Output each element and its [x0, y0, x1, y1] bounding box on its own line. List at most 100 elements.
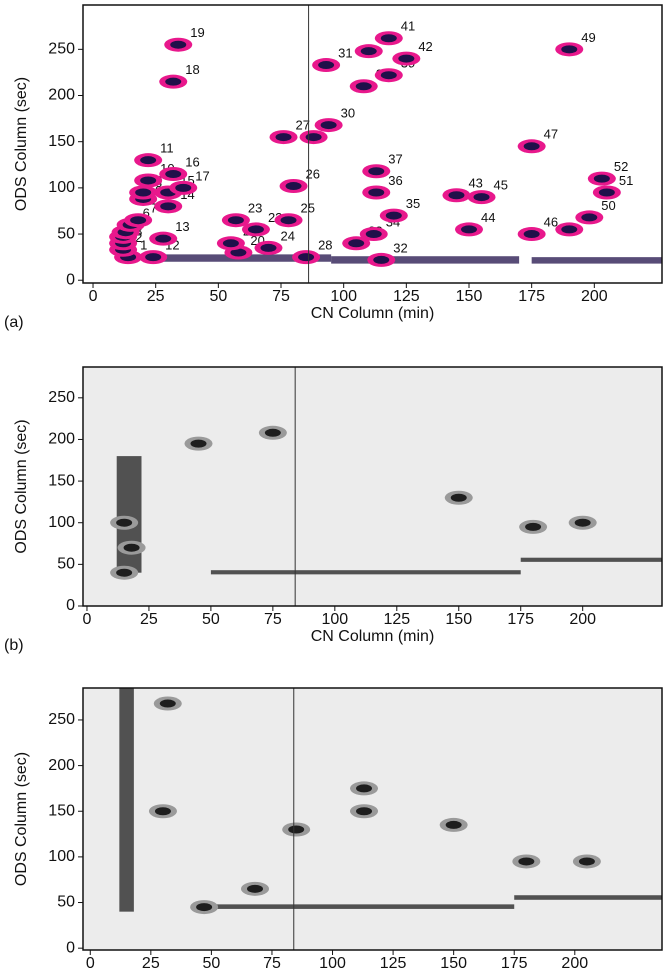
peak-core: [298, 253, 315, 262]
y-tick-label: 0: [66, 597, 75, 614]
peak-core: [356, 807, 373, 816]
peak-core: [305, 133, 322, 142]
peak-label: 8: [155, 179, 162, 194]
peak-core: [593, 174, 610, 183]
peak-label: 31: [338, 45, 352, 60]
x-tick-label: 100: [319, 955, 346, 972]
x-tick-label: 0: [83, 611, 92, 628]
y-tick-label: 150: [48, 133, 75, 150]
region: [514, 895, 662, 900]
peak-core: [578, 857, 595, 866]
peak-core: [275, 133, 292, 142]
x-tick-label: 175: [501, 955, 528, 972]
peak-core: [247, 225, 264, 234]
region: [531, 257, 662, 264]
peak-label: 32: [393, 240, 407, 255]
peak-core: [285, 182, 302, 191]
peak-core: [170, 40, 187, 49]
peak-label: 46: [544, 214, 558, 229]
peak-core: [196, 903, 213, 912]
peak-label: 30: [341, 106, 355, 121]
peak-core: [230, 248, 247, 257]
peak-core: [154, 807, 171, 816]
region: [119, 688, 134, 912]
peak-core: [320, 121, 337, 130]
peak-core: [561, 225, 578, 234]
peak-core: [368, 167, 385, 176]
x-tick-label: 0: [86, 955, 95, 972]
peak-label: 51: [619, 173, 633, 188]
peak-label: 43: [468, 176, 482, 191]
x-tick-label: 75: [263, 955, 281, 972]
x-tick-label: 175: [507, 611, 534, 628]
peak-label: 44: [481, 210, 495, 225]
peak-core: [445, 820, 462, 829]
peak-label: 17: [195, 168, 209, 183]
y-tick-label: 100: [48, 848, 75, 865]
peak-core: [365, 230, 382, 239]
peak-label: 42: [418, 39, 432, 54]
peak-core: [140, 176, 157, 185]
panel-label: (b): [4, 637, 24, 654]
peak-core: [448, 191, 465, 200]
peak-core: [247, 884, 264, 893]
x-axis-label: CN Column (min): [311, 628, 435, 645]
x-tick-label: 200: [561, 955, 588, 972]
peak-label: 36: [388, 173, 402, 188]
y-tick-label: 50: [57, 894, 75, 911]
peak-label: 11: [160, 141, 174, 156]
peak-core: [165, 77, 182, 86]
peak-label: 37: [388, 152, 402, 167]
peak-label: 16: [185, 154, 199, 169]
x-tick-label: 25: [147, 288, 165, 305]
peak-core: [561, 45, 578, 54]
x-tick-label: 150: [445, 611, 472, 628]
peak-core: [227, 216, 244, 225]
plot-frame: [82, 687, 663, 951]
peak-core: [380, 71, 397, 80]
y-tick-label: 50: [57, 225, 75, 242]
y-tick-label: 100: [48, 514, 75, 531]
peak-label: 23: [248, 201, 262, 216]
y-tick-label: 200: [48, 757, 75, 774]
peak-core: [190, 439, 207, 448]
y-axis-label: ODS Column (sec): [13, 752, 30, 886]
plot-bg: [83, 367, 662, 606]
peak-core: [373, 255, 390, 264]
peak-core: [473, 193, 490, 202]
x-tick-label: 75: [264, 611, 282, 628]
peak-core: [525, 522, 542, 531]
x-tick-label: 100: [330, 288, 357, 305]
peak-label: 25: [301, 201, 315, 216]
peak-core: [175, 183, 192, 192]
region: [331, 256, 520, 264]
peak-label: 13: [175, 219, 189, 234]
peak-label: 50: [601, 198, 615, 213]
peak-label: 52: [614, 159, 628, 174]
peak-core: [348, 239, 365, 248]
peak-core: [260, 243, 277, 252]
y-axis-label: ODS Column (sec): [13, 77, 30, 211]
x-tick-label: 150: [456, 288, 483, 305]
peak-label: 27: [296, 118, 310, 133]
y-tick-label: 0: [66, 271, 75, 288]
plot-bg: [83, 688, 662, 950]
peak-core: [140, 156, 157, 165]
region: [520, 557, 662, 562]
panel-label: (a): [4, 314, 24, 331]
peak-core: [523, 142, 540, 151]
x-tick-label: 0: [89, 288, 98, 305]
region: [211, 904, 515, 909]
peak-core: [380, 34, 397, 43]
peak-core: [264, 428, 281, 437]
peak-label: 19: [190, 25, 204, 40]
x-tick-label: 50: [209, 288, 227, 305]
peak-core: [360, 47, 377, 56]
peak-label: 1: [140, 238, 147, 253]
peak-core: [518, 857, 535, 866]
peak-core: [165, 170, 182, 179]
y-tick-label: 150: [48, 472, 75, 489]
peak-core: [581, 213, 598, 222]
peak-core: [523, 230, 540, 239]
